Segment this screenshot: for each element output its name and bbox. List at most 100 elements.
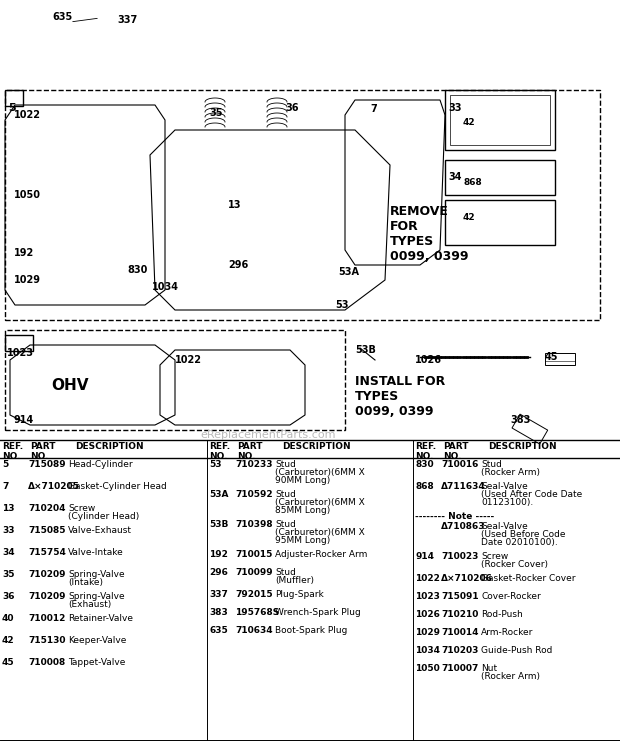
Text: 192: 192 xyxy=(209,550,228,559)
Text: Rod-Push: Rod-Push xyxy=(481,610,523,619)
Text: 195768S: 195768S xyxy=(235,608,279,617)
Text: 710016: 710016 xyxy=(441,460,479,469)
Text: 830: 830 xyxy=(127,265,148,275)
Text: Δ710863: Δ710863 xyxy=(441,522,485,531)
Text: 1026: 1026 xyxy=(415,355,442,365)
Text: 710007: 710007 xyxy=(441,664,479,673)
Text: Head-Cylinder: Head-Cylinder xyxy=(68,460,133,469)
Text: Adjuster-Rocker Arm: Adjuster-Rocker Arm xyxy=(275,550,368,559)
Bar xyxy=(545,353,575,365)
Text: Δ711634: Δ711634 xyxy=(441,482,485,491)
Text: Valve-Exhaust: Valve-Exhaust xyxy=(68,526,132,535)
Text: (Carburetor)(6MM X: (Carburetor)(6MM X xyxy=(275,528,365,537)
Text: 95MM Long): 95MM Long) xyxy=(275,536,330,545)
Text: Stud: Stud xyxy=(275,568,296,577)
Text: DESCRIPTION: DESCRIPTION xyxy=(75,442,144,451)
Text: 710233: 710233 xyxy=(235,460,273,469)
Text: 53: 53 xyxy=(209,460,221,469)
Text: DESCRIPTION: DESCRIPTION xyxy=(488,442,557,451)
Text: Date 02010100).: Date 02010100). xyxy=(481,538,558,547)
Text: Nut: Nut xyxy=(481,664,497,673)
Bar xyxy=(5,90,23,106)
Text: 1050: 1050 xyxy=(415,664,440,673)
Bar xyxy=(512,414,547,444)
Text: 53: 53 xyxy=(335,300,348,310)
Text: INSTALL FOR
TYPES
0099, 0399: INSTALL FOR TYPES 0099, 0399 xyxy=(355,375,445,418)
Text: 5: 5 xyxy=(2,460,8,469)
Text: 42: 42 xyxy=(463,213,476,222)
Text: Δ×710205: Δ×710205 xyxy=(28,482,80,491)
Text: 33: 33 xyxy=(2,526,14,535)
Text: 383: 383 xyxy=(209,608,228,617)
Text: Gasket-Cylinder Head: Gasket-Cylinder Head xyxy=(68,482,167,491)
Text: 710209: 710209 xyxy=(28,570,66,579)
Text: 1026: 1026 xyxy=(415,610,440,619)
Text: Gasket-Rocker Cover: Gasket-Rocker Cover xyxy=(481,574,575,583)
Text: Stud: Stud xyxy=(481,460,502,469)
Text: 7: 7 xyxy=(370,104,377,114)
Text: Δ×710206: Δ×710206 xyxy=(441,574,493,583)
Text: REF.
NO.: REF. NO. xyxy=(415,442,436,461)
Text: 710023: 710023 xyxy=(441,552,479,561)
Text: Retainer-Valve: Retainer-Valve xyxy=(68,614,133,623)
Text: 715089: 715089 xyxy=(28,460,66,469)
Text: 90MM Long): 90MM Long) xyxy=(275,476,330,485)
Bar xyxy=(445,90,555,150)
Text: 1022: 1022 xyxy=(175,355,202,365)
Text: (Rocker Cover): (Rocker Cover) xyxy=(481,560,548,569)
Text: Spring-Valve: Spring-Valve xyxy=(68,592,125,601)
Text: 635: 635 xyxy=(209,626,228,635)
Text: (Cylinder Head): (Cylinder Head) xyxy=(68,512,140,521)
Text: 710014: 710014 xyxy=(441,628,479,637)
Text: 715754: 715754 xyxy=(28,548,66,557)
Text: (Carburetor)(6MM X: (Carburetor)(6MM X xyxy=(275,468,365,477)
Text: 383: 383 xyxy=(510,415,530,425)
Text: (Exhaust): (Exhaust) xyxy=(68,600,111,609)
Text: 914: 914 xyxy=(415,552,434,561)
Text: 34: 34 xyxy=(2,548,15,557)
Text: 1029: 1029 xyxy=(415,628,440,637)
Text: DESCRIPTION: DESCRIPTION xyxy=(282,442,351,451)
Text: 1029: 1029 xyxy=(14,275,41,285)
Text: 1022: 1022 xyxy=(415,574,440,583)
Text: OHV: OHV xyxy=(51,377,89,393)
Text: 710008: 710008 xyxy=(28,658,65,667)
Text: 296: 296 xyxy=(209,568,228,577)
Text: 710592: 710592 xyxy=(235,490,273,499)
Text: 710398: 710398 xyxy=(235,520,273,529)
Text: 40: 40 xyxy=(2,614,14,623)
Text: 710012: 710012 xyxy=(28,614,65,623)
Text: 914: 914 xyxy=(14,415,34,425)
Text: 296: 296 xyxy=(228,260,248,270)
Text: Guide-Push Rod: Guide-Push Rod xyxy=(481,646,552,655)
Text: Arm-Rocker: Arm-Rocker xyxy=(481,628,533,637)
Text: 792015: 792015 xyxy=(235,590,273,599)
Text: 1023: 1023 xyxy=(415,592,440,601)
Text: Stud: Stud xyxy=(275,490,296,499)
Text: Tappet-Valve: Tappet-Valve xyxy=(68,658,125,667)
Text: 35: 35 xyxy=(2,570,14,579)
Text: 715091: 715091 xyxy=(441,592,479,601)
Text: 85MM Long): 85MM Long) xyxy=(275,506,330,515)
Text: PART
NO.: PART NO. xyxy=(30,442,56,461)
Bar xyxy=(445,160,555,195)
Text: 830: 830 xyxy=(415,460,433,469)
Text: (Intake): (Intake) xyxy=(68,578,103,587)
Text: 715085: 715085 xyxy=(28,526,66,535)
Text: 710209: 710209 xyxy=(28,592,66,601)
Text: 42: 42 xyxy=(2,636,15,645)
Text: 34: 34 xyxy=(448,172,461,182)
Text: eReplacementParts.com: eReplacementParts.com xyxy=(200,430,335,440)
Text: (Muffler): (Muffler) xyxy=(275,576,314,585)
Text: PART
NO.: PART NO. xyxy=(237,442,262,461)
Text: REMOVE
FOR
TYPES
0099, 0399: REMOVE FOR TYPES 0099, 0399 xyxy=(390,205,469,263)
Bar xyxy=(5,335,33,351)
Text: 1022: 1022 xyxy=(14,110,41,120)
Bar xyxy=(5,90,600,320)
Text: 710203: 710203 xyxy=(441,646,479,655)
Text: 1023: 1023 xyxy=(7,348,34,358)
Text: (Used After Code Date: (Used After Code Date xyxy=(481,490,582,499)
Text: 710634: 710634 xyxy=(235,626,273,635)
Text: Keeper-Valve: Keeper-Valve xyxy=(68,636,126,645)
Text: 1050: 1050 xyxy=(14,190,41,200)
